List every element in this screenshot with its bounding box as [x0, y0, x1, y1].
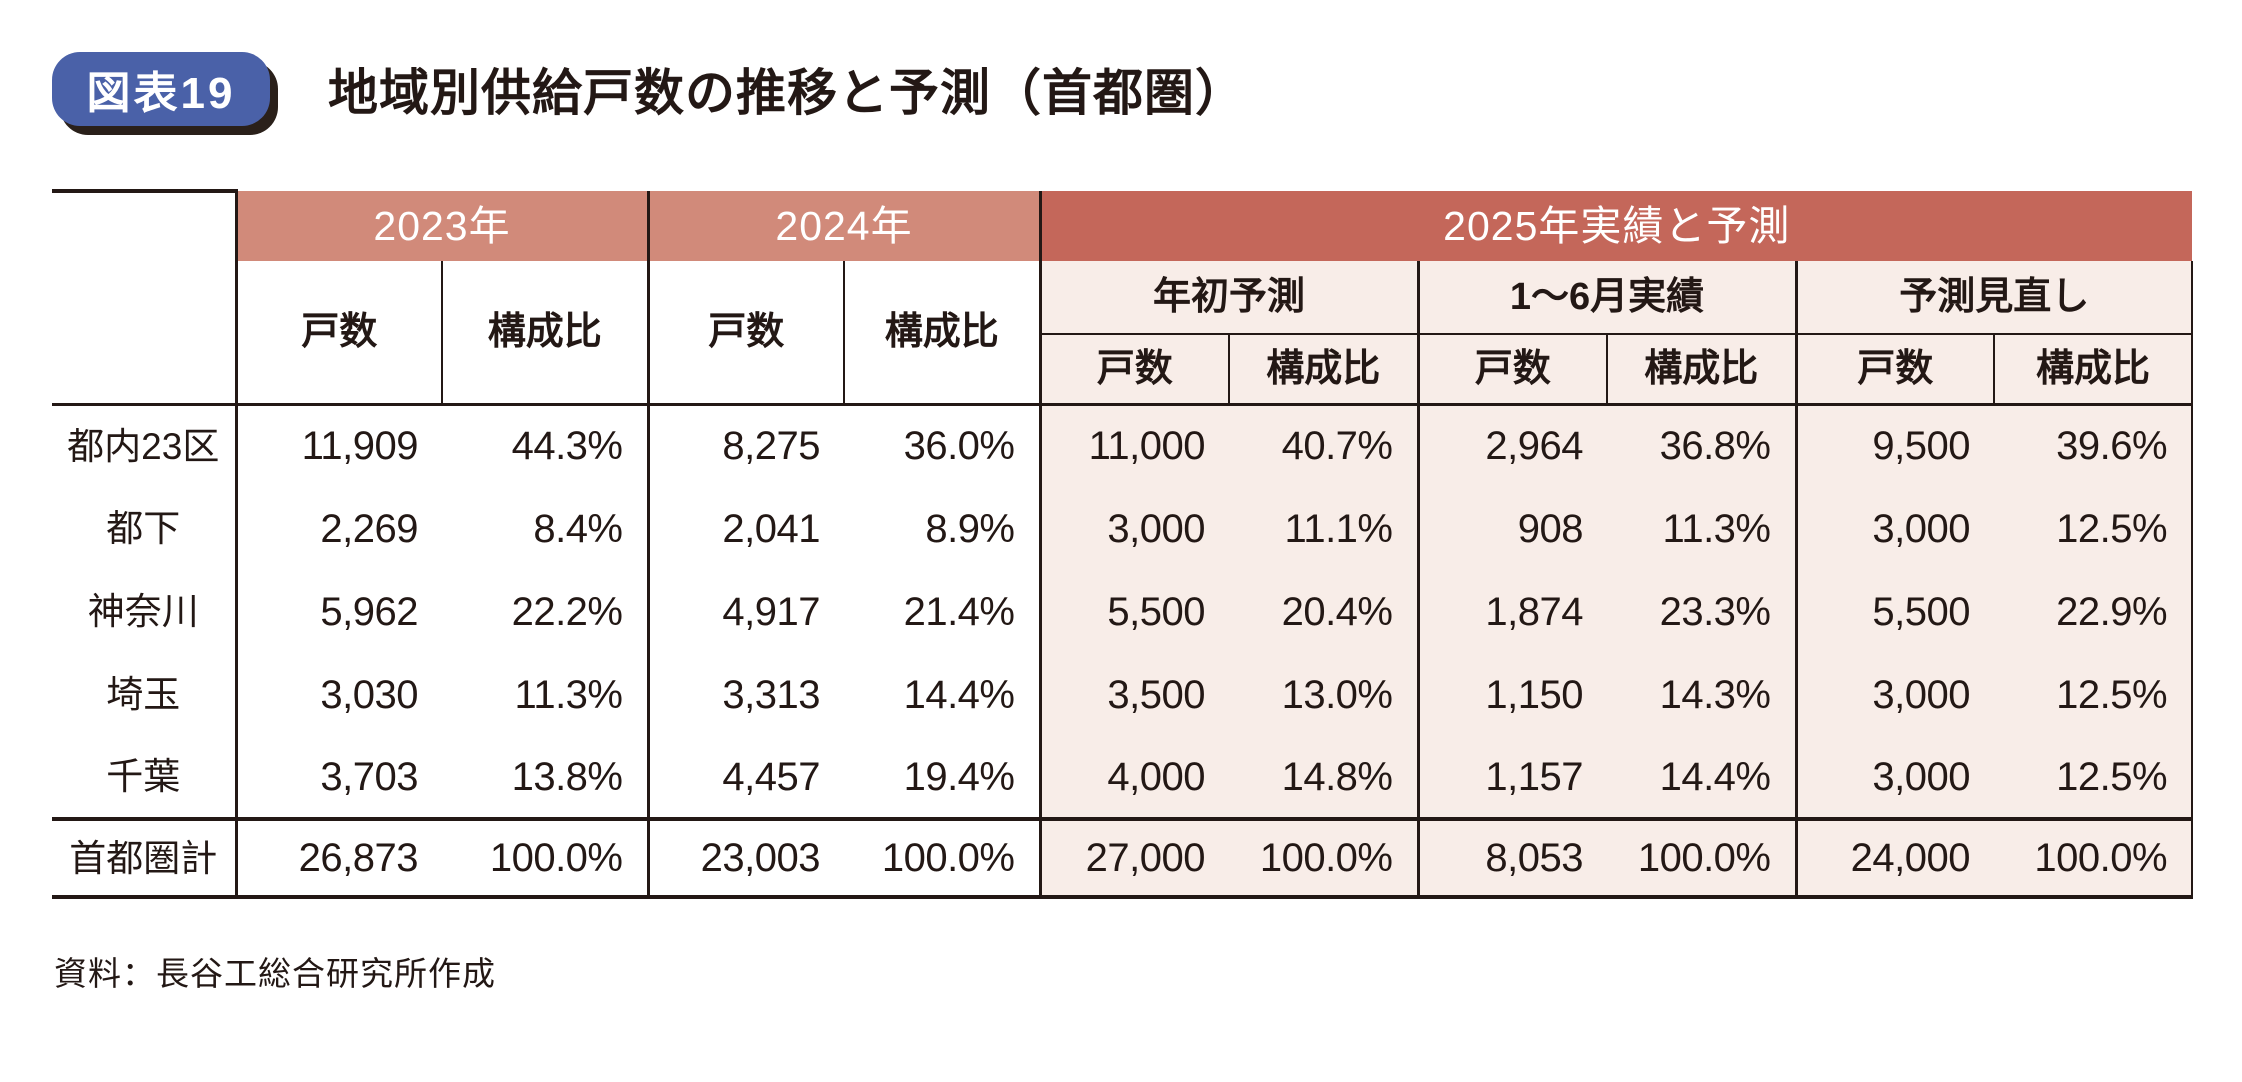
share-cell: 8.4%	[533, 506, 623, 551]
region-label: 都内23区	[67, 425, 220, 467]
units-cell: 26,873	[234, 817, 442, 899]
units-cell: 1,150	[1416, 653, 1607, 736]
share-cell: 21.4%	[903, 589, 1015, 634]
units-header-2024: 戸数	[646, 261, 844, 406]
share-cell: 44.3%	[511, 424, 623, 469]
share-cell: 11.3%	[514, 672, 623, 717]
share-cell: 13.0%	[1229, 653, 1418, 736]
figure-page: 図表19 地域別供給戸数の推移と予測（首都圏） 2023年 2024年 2025…	[0, 44, 2242, 995]
units-cell: 11,000	[1038, 404, 1229, 487]
units-header-2025-revised: 戸数	[1794, 334, 1994, 406]
units-header-2023: 戸数	[234, 261, 442, 406]
table-row: 埼玉 3,030 11.3% 3,313 14.4% 3,500 13.0% 1…	[52, 653, 2194, 736]
units-cell: 1,157	[1416, 736, 1607, 819]
share-cell: 14.3%	[1607, 653, 1796, 736]
share-cell: 100.0%	[1994, 817, 2194, 899]
figure-title: 地域別供給戸数の推移と予測（首都圏）	[328, 65, 1246, 121]
units-header-2025-actual: 戸数	[1416, 334, 1607, 406]
units-cell: 4,917	[646, 570, 844, 653]
share-cell: 22.2%	[511, 589, 623, 634]
colgroup-2024: 2024年	[646, 191, 1040, 261]
share-cell: 12.5%	[1994, 487, 2194, 570]
share-cell: 19.4%	[903, 754, 1015, 799]
header-band-row: 2023年 2024年 2025年実績と予測	[52, 189, 2193, 406]
share-cell: 22.9%	[1994, 570, 2194, 653]
share-cell: 11.1%	[1229, 487, 1418, 570]
units-cell: 8,053	[1416, 817, 1607, 899]
colgroup-2025: 2025年実績と予測	[1038, 191, 2193, 261]
units-cell: 3,703	[234, 736, 442, 819]
table-row: 千葉 3,703 13.8% 4,457 19.4% 4,000 14.8% 1…	[52, 736, 2194, 819]
share-cell: 13.8%	[511, 754, 623, 799]
total-label: 首都圏計	[52, 817, 236, 899]
share-cell: 20.4%	[1229, 570, 1418, 653]
units-cell: 11,909	[234, 404, 442, 487]
share-cell: 100.0%	[1229, 817, 1418, 899]
units-cell: 3,313	[646, 653, 844, 736]
region-label: 神奈川	[87, 591, 199, 632]
units-cell: 3,000	[1794, 736, 1994, 819]
subgroup-initial-forecast: 年初予測	[1038, 261, 1418, 335]
figure-number-badge: 図表19	[52, 52, 270, 126]
units-cell: 23,003	[646, 817, 844, 899]
header-units-row: 戸数 構成比 戸数 構成比 戸数 構成比	[52, 334, 2194, 406]
region-label: 埼玉	[106, 674, 181, 715]
units-header-2025-initial: 戸数	[1038, 334, 1229, 406]
region-label: 千葉	[106, 756, 181, 797]
share-cell: 14.8%	[1229, 736, 1418, 819]
subgroup-revised-forecast: 予測見直し	[1794, 261, 2194, 335]
share-cell: 39.6%	[1994, 404, 2194, 487]
share-cell: 36.0%	[903, 424, 1015, 469]
units-cell: 3,500	[1038, 653, 1229, 736]
figure-number-label: 図表19	[86, 69, 236, 118]
table-row: 神奈川 5,962 22.2% 4,917 21.4% 5,500 20.4% …	[52, 570, 2194, 653]
region-label: 都下	[106, 508, 181, 549]
units-cell: 8,275	[646, 404, 844, 487]
total-row: 首都圏計 26,873 100.0% 23,003 100.0% 27,000 …	[52, 817, 2194, 899]
share-cell: 14.4%	[903, 672, 1015, 717]
units-cell: 4,000	[1038, 736, 1229, 819]
units-cell: 3,000	[1038, 487, 1229, 570]
table-row: 都下 2,269 8.4% 2,041 8.9% 3,000 11.1% 908…	[52, 487, 2194, 570]
share-cell: 12.5%	[1994, 736, 2194, 819]
share-header-2025-initial: 構成比	[1228, 334, 1418, 406]
supply-units-table: 2023年 2024年 2025年実績と予測 戸数 構成比 戸数 構成比 年初予…	[52, 189, 2194, 899]
share-cell: 23.3%	[1607, 570, 1796, 653]
units-cell: 908	[1416, 487, 1607, 570]
share-cell: 36.8%	[1607, 404, 1796, 487]
share-cell: 11.3%	[1607, 487, 1796, 570]
share-cell: 100.0%	[844, 817, 1040, 899]
header-subgroup-row: 戸数 構成比 戸数 構成比 年初予測 1〜6月実績 予測見直し	[52, 261, 2194, 406]
units-cell: 9,500	[1794, 404, 1994, 487]
units-cell: 5,500	[1038, 570, 1229, 653]
units-cell: 3,000	[1794, 487, 1994, 570]
units-cell: 3,000	[1794, 653, 1994, 736]
units-cell: 1,874	[1416, 570, 1607, 653]
share-cell: 8.9%	[925, 506, 1015, 551]
subgroup-jan-jun-actual: 1〜6月実績	[1416, 261, 1796, 335]
units-cell: 4,457	[646, 736, 844, 819]
units-cell: 3,030	[234, 653, 442, 736]
share-cell: 100.0%	[442, 817, 648, 899]
units-cell: 2,269	[234, 487, 442, 570]
corner-cell	[52, 189, 236, 406]
units-cell: 5,962	[234, 570, 442, 653]
share-header-2025-revised: 構成比	[1992, 334, 2194, 406]
units-cell: 24,000	[1794, 817, 1994, 899]
share-header-2024: 構成比	[843, 261, 1040, 406]
share-cell: 100.0%	[1607, 817, 1796, 899]
units-cell: 2,041	[646, 487, 844, 570]
share-header-2025-actual: 構成比	[1606, 334, 1796, 406]
share-cell: 12.5%	[1994, 653, 2194, 736]
colgroup-2023: 2023年	[234, 191, 648, 261]
units-cell: 27,000	[1038, 817, 1229, 899]
source-note: 資料：長谷工総合研究所作成	[54, 955, 496, 992]
share-header-2023: 構成比	[441, 261, 648, 406]
table-row: 都内23区 11,909 44.3% 8,275 36.0% 11,000 40…	[52, 404, 2194, 487]
figure-header: 図表19 地域別供給戸数の推移と予測（首都圏）	[52, 44, 2242, 134]
share-cell: 14.4%	[1607, 736, 1796, 819]
units-cell: 2,964	[1416, 404, 1607, 487]
share-cell: 40.7%	[1229, 404, 1418, 487]
units-cell: 5,500	[1794, 570, 1994, 653]
